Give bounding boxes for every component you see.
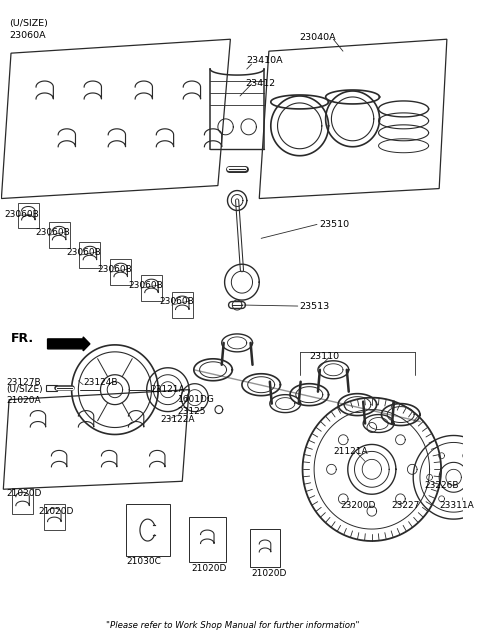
Bar xyxy=(110,259,132,285)
Bar xyxy=(79,242,100,268)
Text: 23110: 23110 xyxy=(309,352,339,361)
Text: 23124B: 23124B xyxy=(83,378,118,387)
Text: 23122A: 23122A xyxy=(160,415,195,424)
Text: 23127B: 23127B xyxy=(6,378,41,387)
Bar xyxy=(141,275,162,301)
Bar xyxy=(172,292,193,318)
Text: (U/SIZE): (U/SIZE) xyxy=(6,385,43,394)
Bar xyxy=(250,529,280,567)
Text: 23060B: 23060B xyxy=(128,281,163,290)
Bar xyxy=(12,488,33,514)
Text: 21020A: 21020A xyxy=(6,396,41,404)
Text: FR.: FR. xyxy=(11,332,34,345)
Text: 23060B: 23060B xyxy=(4,210,39,219)
Bar xyxy=(44,504,65,530)
Text: 23412: 23412 xyxy=(245,79,275,88)
Text: 23060A: 23060A xyxy=(9,31,46,40)
Text: 23227: 23227 xyxy=(391,501,420,510)
Bar xyxy=(126,504,170,556)
Text: 23226B: 23226B xyxy=(425,481,459,490)
Text: 23513: 23513 xyxy=(300,302,330,311)
Text: 21020D: 21020D xyxy=(191,564,226,573)
Bar xyxy=(48,223,70,249)
Text: 23060B: 23060B xyxy=(67,249,102,257)
Text: 21121A: 21121A xyxy=(333,448,368,456)
Bar xyxy=(18,202,39,228)
Polygon shape xyxy=(48,337,90,351)
Bar xyxy=(189,517,226,562)
Text: 23040A: 23040A xyxy=(300,33,336,42)
Text: 23200D: 23200D xyxy=(340,501,375,510)
Text: (U/SIZE): (U/SIZE) xyxy=(9,19,48,29)
Text: 23121A: 23121A xyxy=(151,385,185,394)
Text: 23410A: 23410A xyxy=(247,56,283,65)
Text: 23311A: 23311A xyxy=(439,501,474,510)
Bar xyxy=(46,385,57,391)
Text: 1601DG: 1601DG xyxy=(178,394,215,404)
Text: 21020D: 21020D xyxy=(38,507,73,516)
Text: 23125: 23125 xyxy=(178,406,206,416)
Text: 21030C: 21030C xyxy=(126,557,161,566)
Text: "Please refer to Work Shop Manual for further information": "Please refer to Work Shop Manual for fu… xyxy=(106,621,359,630)
Text: 23510: 23510 xyxy=(319,221,349,230)
Text: 23060B: 23060B xyxy=(97,265,132,275)
Text: 21020D: 21020D xyxy=(252,569,287,578)
Text: 23060B: 23060B xyxy=(35,228,70,237)
Text: 23060B: 23060B xyxy=(159,297,194,306)
Text: 21020D: 21020D xyxy=(6,489,42,498)
